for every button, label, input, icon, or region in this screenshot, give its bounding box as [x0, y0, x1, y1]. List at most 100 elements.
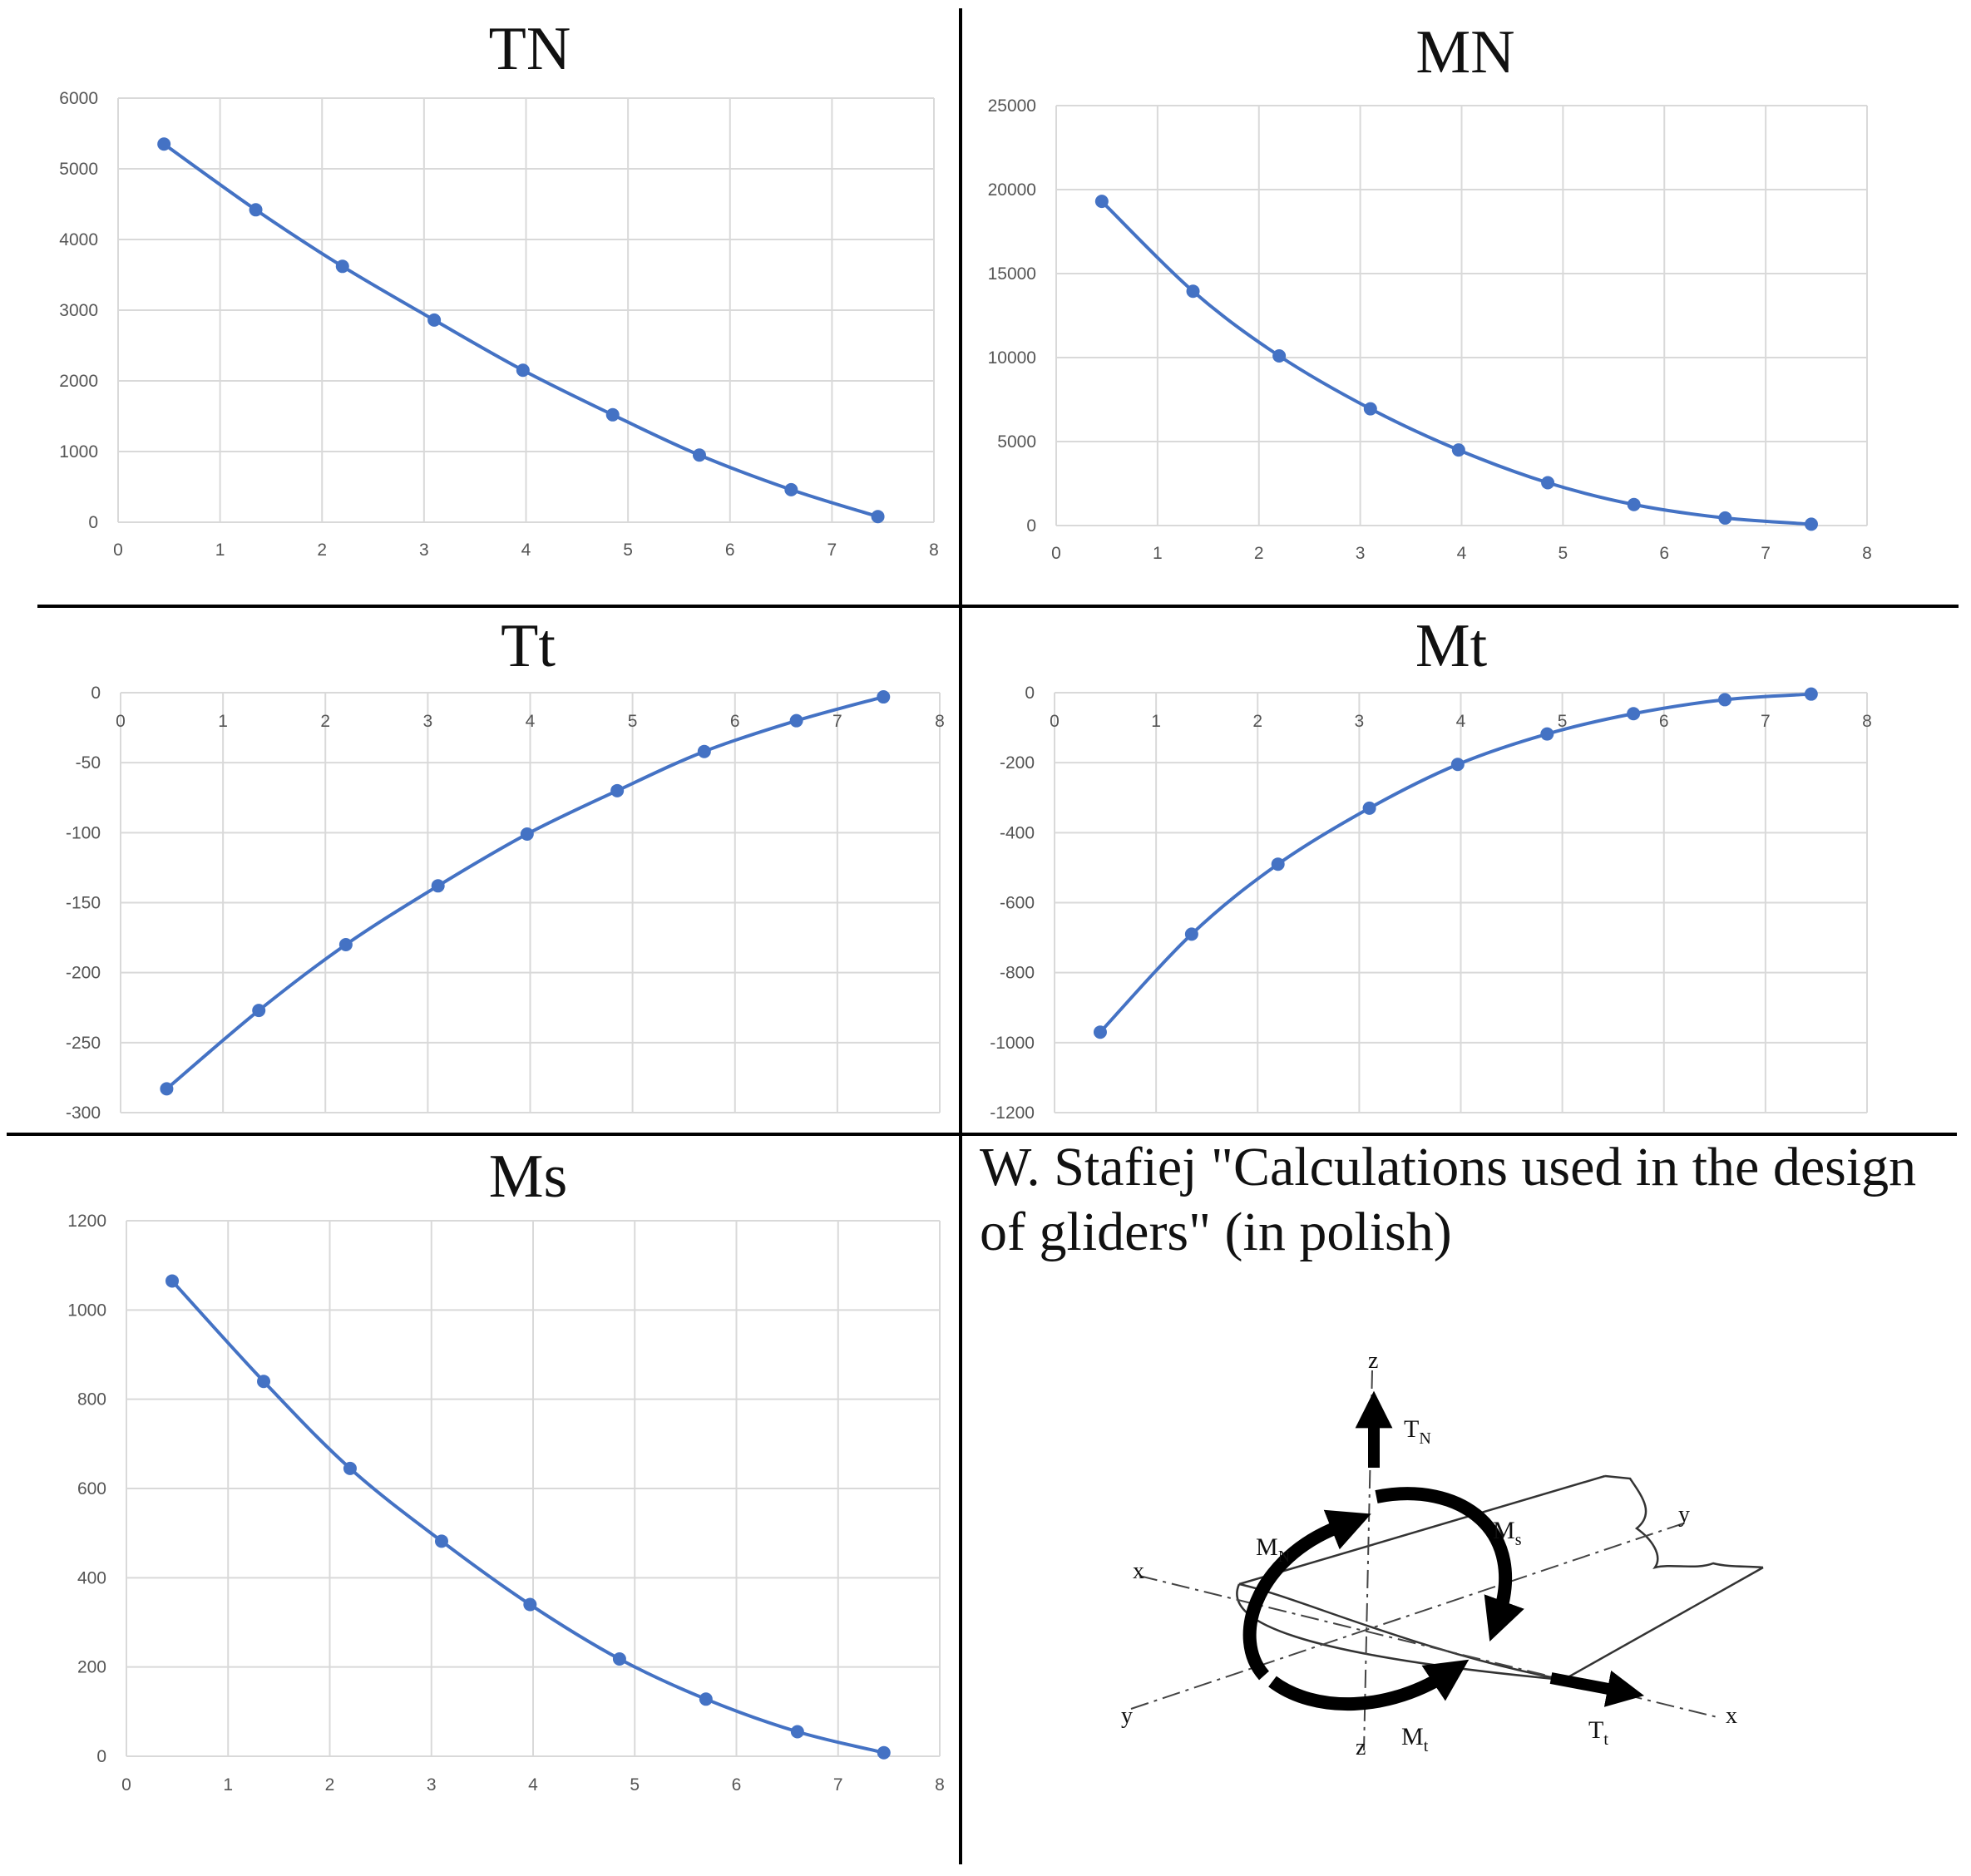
x-tick-label: 1 [1153, 544, 1163, 563]
x-tick-label: 4 [1456, 712, 1466, 731]
x-tick-label: 3 [1356, 544, 1366, 563]
x-tick-label: 8 [935, 712, 945, 731]
data-point [1540, 727, 1554, 741]
y-tick-label: 4000 [59, 230, 98, 249]
x-tick-label: 0 [113, 541, 123, 560]
vertical-divider [959, 8, 962, 1864]
data-point [431, 879, 445, 893]
y-tick-label: -400 [1000, 823, 1035, 842]
x-tick-label: 7 [832, 712, 842, 731]
x-tick-label: 1 [1151, 712, 1161, 731]
x-tick-label: 6 [1659, 544, 1669, 563]
axis-label-x-right: x [1726, 1703, 1737, 1729]
data-point [1541, 476, 1555, 490]
mn-label: MN [1256, 1533, 1290, 1566]
y-tick-label: 2000 [59, 372, 98, 391]
citation-text: W. Stafiej "Calculations used in the des… [980, 1137, 1917, 1262]
data-point [1718, 693, 1732, 707]
data-point [697, 744, 711, 758]
data-point [789, 713, 803, 728]
data-point [1627, 497, 1641, 511]
data-point [338, 938, 353, 951]
axis-label-y-right: y [1678, 1502, 1690, 1528]
x-tick-label: 1 [218, 712, 228, 731]
data-point [699, 1692, 713, 1706]
x-tick-label: 2 [1254, 544, 1264, 563]
data-point [427, 313, 442, 327]
chart-title-mt: Mt [1415, 612, 1488, 680]
data-point [877, 1745, 891, 1760]
data-point [249, 203, 263, 217]
data-point [252, 1004, 266, 1018]
data-point [692, 448, 706, 462]
y-tick-label: -1200 [990, 1103, 1035, 1123]
x-tick-label: 2 [317, 541, 327, 560]
axis-label-x-left: x [1133, 1558, 1144, 1584]
y-tick-label: 0 [88, 513, 98, 532]
data-point [1272, 348, 1287, 363]
series-line [165, 695, 884, 1090]
x-tick-label: 0 [121, 1775, 131, 1795]
chart-mt: 0 1 2 3 4 5 6 7 8 0 -200 -400 -600 -800 -1000 -1200 [990, 684, 1872, 1123]
y-tick-label: 800 [77, 1390, 106, 1409]
data-point [1718, 511, 1732, 525]
data-point [516, 363, 530, 378]
y-tick-label: 0 [96, 1747, 106, 1766]
y-tick-label: 200 [77, 1658, 106, 1677]
x-tick-label: 7 [827, 541, 837, 560]
data-point [157, 137, 171, 151]
data-point [257, 1375, 271, 1389]
series-line [1100, 200, 1812, 526]
data-point [165, 1274, 180, 1288]
tn-label: TN [1404, 1415, 1431, 1448]
y-tick-label: 25000 [988, 96, 1036, 116]
data-point [1363, 402, 1377, 416]
data-point [523, 1597, 537, 1612]
x-tick-label: 2 [1252, 712, 1262, 731]
chart-ms: 0 1 2 3 4 5 6 7 8 0 200 400 600 800 1000 1200 [67, 1212, 945, 1795]
x-tick-label: 5 [1558, 712, 1568, 731]
axis-label-z-top: z [1368, 1348, 1378, 1374]
chart-mn: 0 1 2 3 4 5 6 7 8 0 5000 10000 15000 20000 25000 [988, 96, 1872, 563]
data-point [877, 690, 891, 704]
y-tick-label: -50 [76, 753, 101, 773]
series-line [163, 142, 879, 519]
y-tick-label: -800 [1000, 964, 1035, 983]
x-tick-label: 6 [1659, 712, 1669, 731]
x-tick-label: 1 [215, 541, 225, 560]
y-tick-label: 1200 [67, 1212, 106, 1231]
x-tick-label: 6 [725, 541, 735, 560]
data-point [1804, 687, 1818, 701]
x-tick-label: 7 [833, 1775, 843, 1795]
x-tick-label: 5 [623, 541, 633, 560]
y-tick-label: 6000 [59, 89, 98, 108]
y-tick-label: 5000 [997, 432, 1036, 452]
y-tick-label: -200 [1000, 753, 1035, 773]
y-tick-label: -200 [66, 964, 101, 983]
chart-title-mn: MN [1415, 18, 1515, 86]
y-tick-label: 3000 [59, 301, 98, 320]
x-tick-label: 5 [628, 712, 638, 731]
x-tick-label: 8 [929, 541, 939, 560]
chart-title-tn: TN [488, 15, 571, 83]
x-tick-label: 4 [521, 541, 531, 560]
y-tick-label: -600 [1000, 894, 1035, 913]
data-point [1451, 443, 1465, 457]
x-tick-label: 7 [1761, 544, 1771, 563]
x-tick-label: 5 [1559, 544, 1568, 563]
data-point [335, 259, 349, 274]
data-point [1804, 517, 1818, 531]
y-tick-label: -300 [66, 1103, 101, 1123]
x-tick-label: 2 [325, 1775, 335, 1795]
x-tick-label: 0 [1051, 544, 1061, 563]
series-line [170, 1280, 885, 1755]
horizontal-divider-top [37, 605, 1959, 608]
x-tick-label: 4 [526, 712, 536, 731]
data-point [605, 407, 620, 422]
x-tick-label: 4 [1457, 544, 1467, 563]
tt-force-arrow [1549, 1670, 1645, 1707]
x-tick-label: 3 [1355, 712, 1365, 731]
data-point [790, 1725, 804, 1739]
mt-label: Mt [1401, 1723, 1429, 1755]
